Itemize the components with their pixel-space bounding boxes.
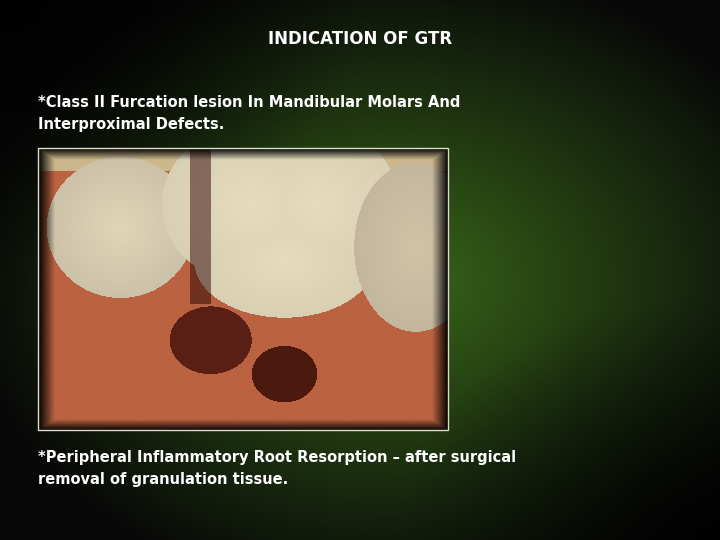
Bar	[38, 148, 448, 430]
Text: *Class II Furcation lesion In Mandibular Molars And
Interproximal Defects.: *Class II Furcation lesion In Mandibular…	[38, 95, 460, 132]
Text: *Peripheral Inflammatory Root Resorption – after surgical
removal of granulation: *Peripheral Inflammatory Root Resorption…	[38, 450, 516, 487]
Text: INDICATION OF GTR: INDICATION OF GTR	[268, 30, 452, 48]
